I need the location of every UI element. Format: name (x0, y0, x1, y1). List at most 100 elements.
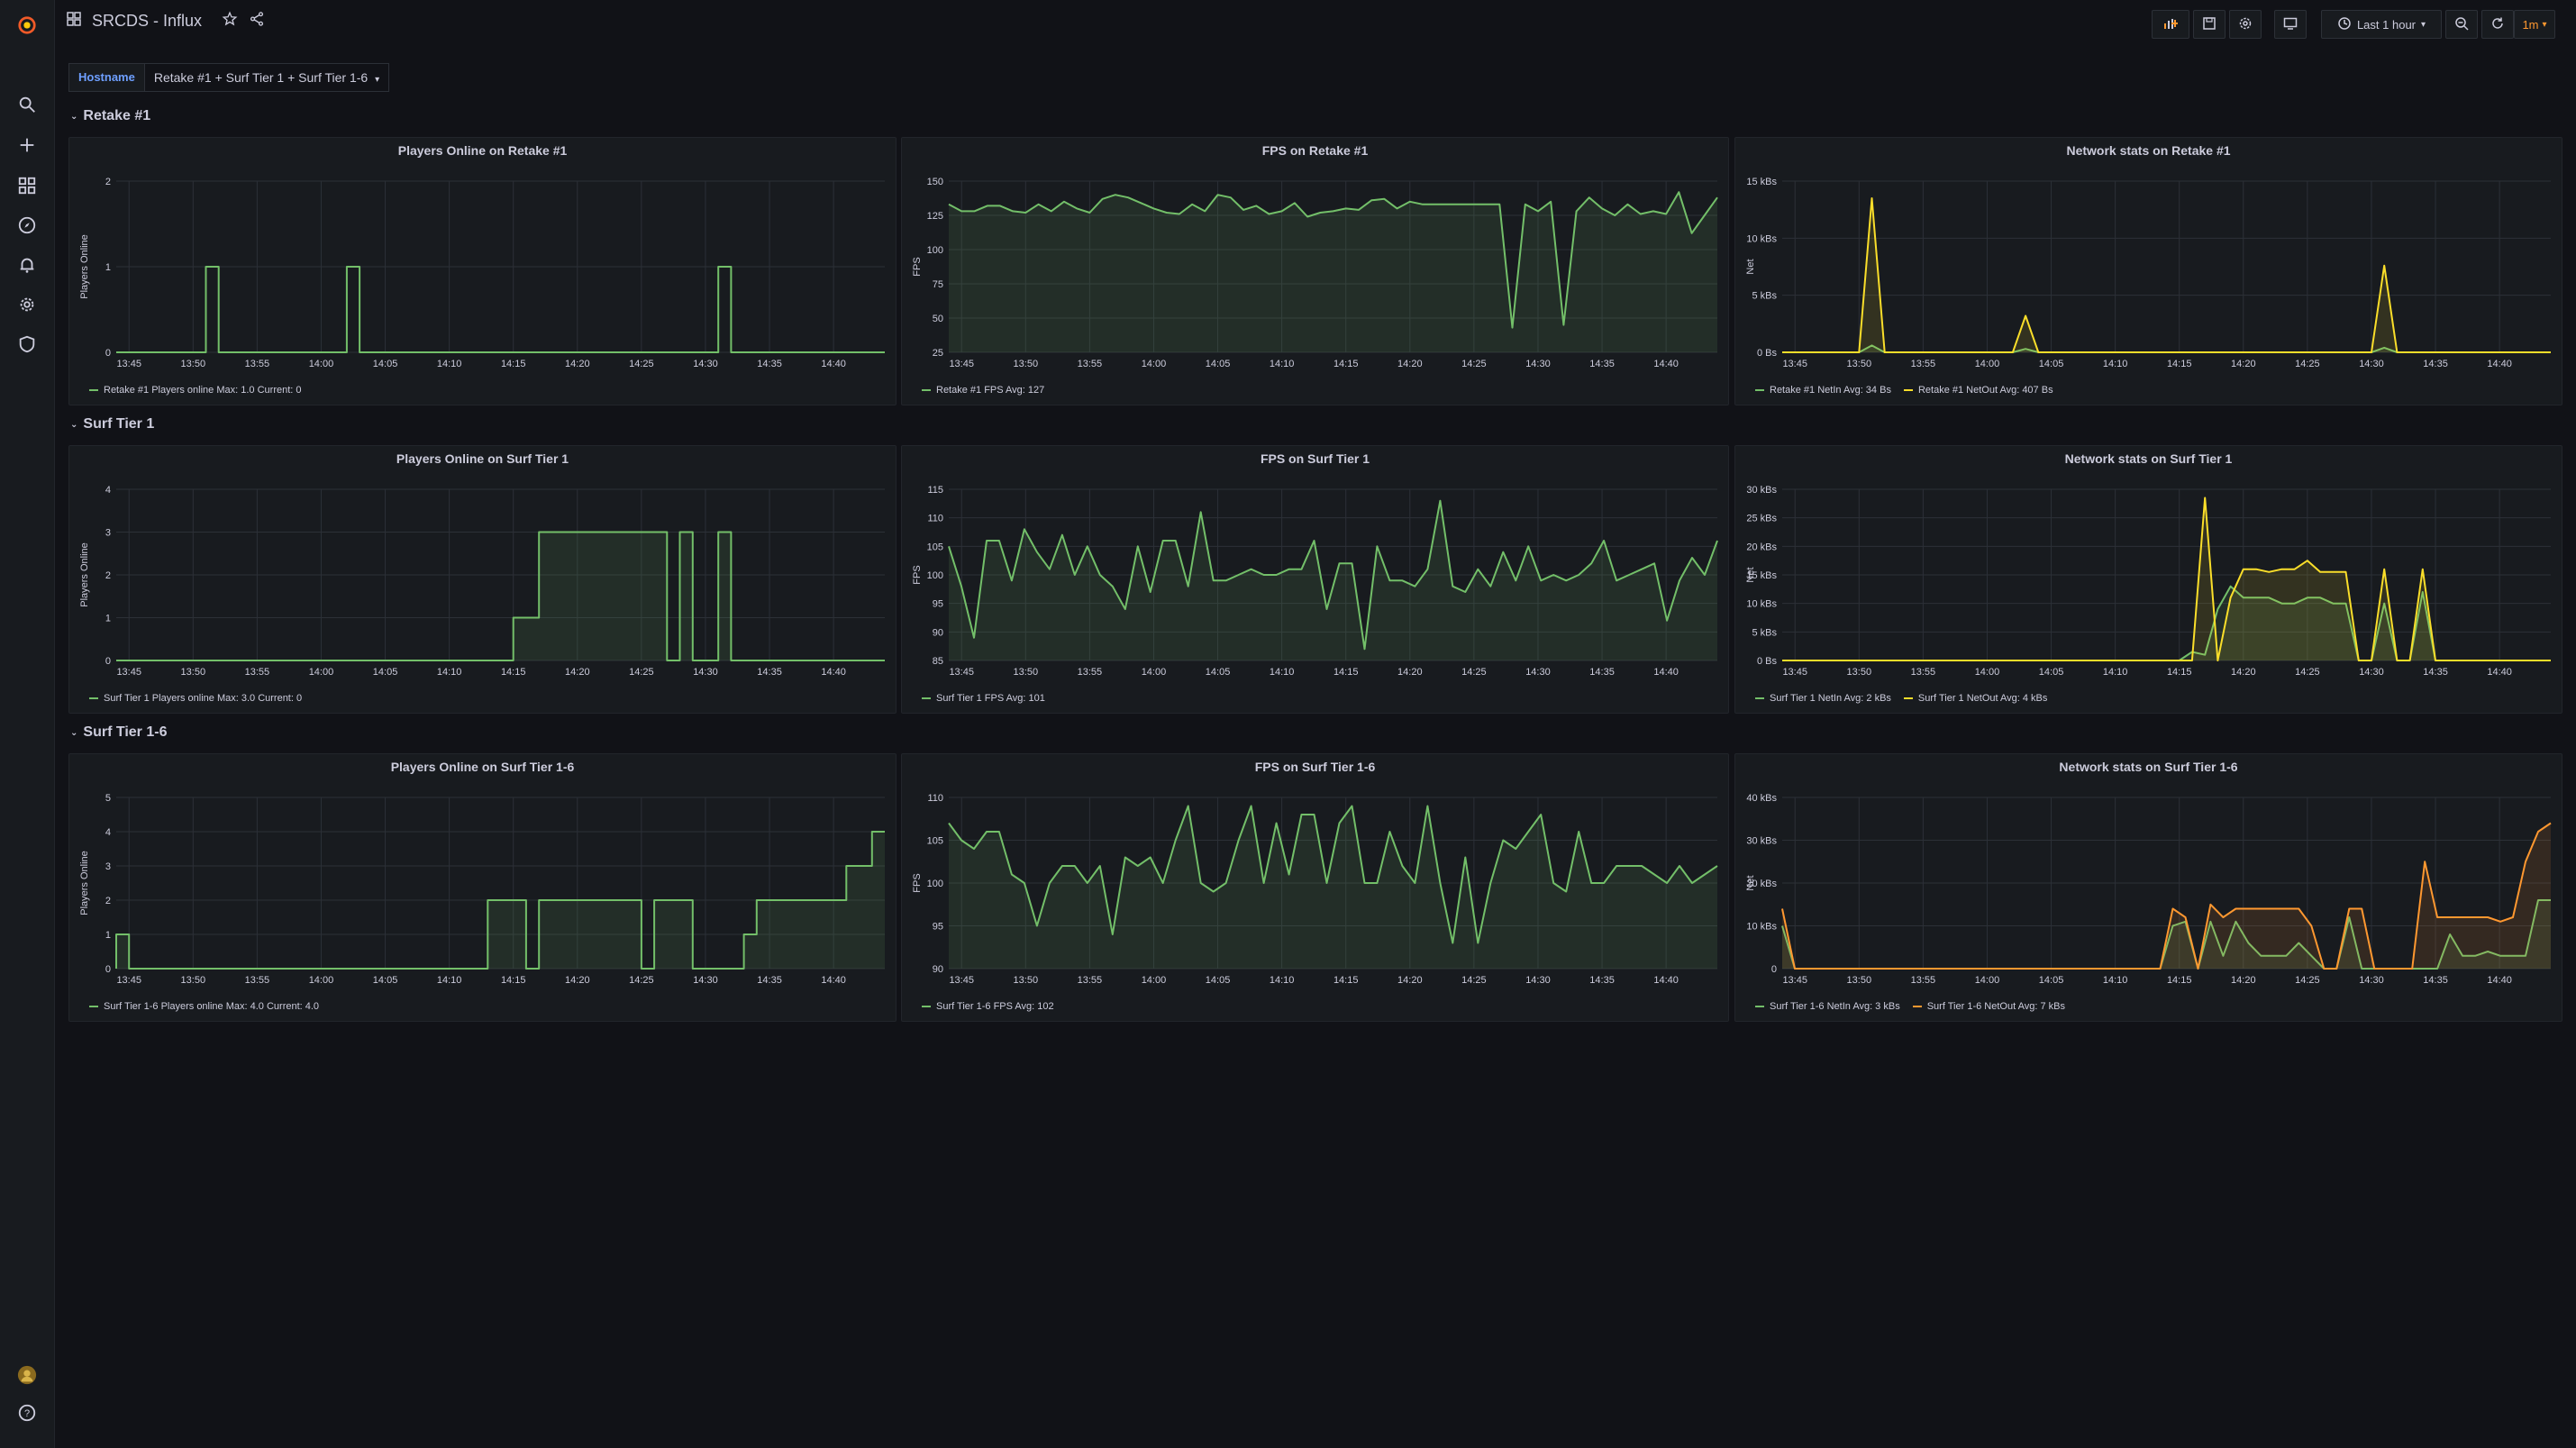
top-navbar: SRCDS - Influx Last 1 hour ▾ 1m ▾ (54, 0, 2576, 49)
panel[interactable]: Network stats on Surf Tier 1 0 Bs 5 kBs 10… (1734, 445, 2562, 714)
add-panel-icon (2163, 16, 2178, 33)
time-picker-button[interactable]: Last 1 hour ▾ (2321, 10, 2442, 39)
y-tick-label: 0 Bs (1757, 348, 1778, 359)
timeseries-chart[interactable]: 0 Bs 5 kBs 10 kBs 15 kBs 13:45 13:50 13:55 14:0… (1735, 163, 2562, 376)
settings-button[interactable] (2229, 10, 2262, 39)
grid-icon (67, 12, 81, 31)
x-tick-label: 13:45 (1782, 667, 1807, 678)
timeseries-chart[interactable]: 25 50 75 100 125 150 13:45 13:50 13:55 14:00 14:05… (902, 163, 1728, 376)
legend-item[interactable]: Retake #1 FPS Avg: 127 (922, 385, 1044, 396)
explore-icon[interactable] (13, 211, 41, 240)
panel-title[interactable]: FPS on Surf Tier 1 (1260, 451, 1370, 466)
row-header-surf-tier-1[interactable]: ⌄ Surf Tier 1 (70, 416, 154, 433)
grafana-logo-icon[interactable] (13, 11, 41, 40)
x-tick-label: 14:30 (2359, 359, 2384, 369)
add-panel-button[interactable] (2152, 10, 2189, 39)
legend-item[interactable]: Retake #1 Players online Max: 1.0 Curren… (89, 385, 302, 396)
panel-title[interactable]: Network stats on Surf Tier 1-6 (2059, 760, 2238, 774)
share-icon[interactable] (249, 11, 265, 32)
dashboard-title[interactable]: SRCDS - Influx (92, 12, 203, 30)
hostname-select[interactable]: Retake #1 + Surf Tier 1 + Surf Tier 1-6 … (144, 63, 390, 92)
panel-title[interactable]: Players Online on Surf Tier 1-6 (390, 760, 575, 774)
y-tick-label: 110 (927, 514, 943, 524)
legend-item[interactable]: Retake #1 NetOut Avg: 407 Bs (1903, 385, 2053, 396)
tv-mode-button[interactable] (2274, 10, 2307, 39)
panel[interactable]: Players Online on Surf Tier 1-6 0 1 2 3 4 5 13… (68, 753, 897, 1022)
search-icon[interactable] (13, 90, 41, 119)
panel[interactable]: Players Online on Surf Tier 1 0 1 2 3 4 13:45… (68, 445, 897, 714)
legend-swatch (922, 1006, 931, 1008)
panel-title[interactable]: Players Online on Surf Tier 1 (396, 451, 569, 466)
panel[interactable]: FPS on Surf Tier 1 85 90 95 100 105 110 115 13:… (901, 445, 1729, 714)
timeseries-chart[interactable]: 85 90 95 100 105 110 115 13:45 13:50 13:55 14:00 14… (902, 471, 1728, 684)
panel-title[interactable]: Network stats on Retake #1 (2066, 143, 2231, 158)
legend-item[interactable]: Surf Tier 1 Players online Max: 3.0 Curr… (89, 693, 302, 704)
y-tick-label: 100 (927, 879, 943, 889)
timeseries-chart[interactable]: 0 1 2 3 4 5 13:45 13:50 13:55 14:00 14:05 14:10 14:1… (69, 779, 896, 992)
refresh-interval-picker[interactable]: 1m ▾ (2514, 10, 2555, 39)
legend-item[interactable]: Surf Tier 1-6 NetIn Avg: 3 kBs (1755, 1001, 1900, 1012)
x-tick-label: 14:10 (437, 667, 462, 678)
y-tick-label: 0 (105, 656, 111, 667)
settings-icon[interactable] (13, 290, 41, 319)
x-tick-label: 14:40 (821, 975, 846, 986)
legend-item[interactable]: Surf Tier 1 NetIn Avg: 2 kBs (1755, 693, 1891, 704)
legend-item[interactable]: Surf Tier 1 FPS Avg: 101 (922, 693, 1045, 704)
legend-swatch (89, 1006, 98, 1008)
legend: Retake #1 FPS Avg: 127 (922, 385, 1044, 396)
timeseries-chart[interactable]: 90 95 100 105 110 13:45 13:50 13:55 14:00 14:05 14… (902, 779, 1728, 992)
timeseries-chart[interactable]: 0 1 2 13:45 13:50 13:55 14:00 14:05 14:10 14:15 14… (69, 163, 896, 376)
shield-icon[interactable] (13, 330, 41, 359)
panel[interactable]: Network stats on Retake #1 0 Bs 5 kBs 10 k… (1734, 137, 2562, 405)
x-tick-label: 14:30 (1525, 667, 1551, 678)
chevron-down-icon: ▾ (375, 75, 380, 85)
panel-title[interactable]: Players Online on Retake #1 (397, 143, 568, 158)
refresh-button[interactable] (2481, 10, 2514, 39)
legend-item[interactable]: Retake #1 NetIn Avg: 34 Bs (1755, 385, 1891, 396)
x-tick-label: 14:40 (821, 359, 846, 369)
y-tick-label: 10 kBs (1746, 599, 1777, 610)
help-icon[interactable]: ? (13, 1398, 41, 1427)
x-tick-label: 14:25 (2295, 359, 2320, 369)
chevron-down-icon: ⌄ (70, 419, 78, 430)
dashboards-icon[interactable] (13, 171, 41, 200)
star-icon[interactable] (222, 11, 238, 32)
x-tick-label: 14:15 (501, 667, 526, 678)
y-tick-label: 3 (105, 861, 111, 872)
panel-title[interactable]: FPS on Surf Tier 1-6 (1254, 760, 1376, 774)
x-tick-label: 14:10 (437, 359, 462, 369)
x-tick-label: 14:35 (757, 975, 782, 986)
x-tick-label: 14:15 (1334, 667, 1359, 678)
save-button[interactable] (2193, 10, 2226, 39)
legend-label: Surf Tier 1 Players online Max: 3.0 Curr… (104, 693, 303, 704)
series-line (948, 499, 1718, 651)
timeseries-chart[interactable]: 0 1 2 3 4 13:45 13:50 13:55 14:00 14:05 14:10 14:15… (69, 471, 896, 684)
x-tick-label: 14:05 (1206, 975, 1231, 986)
panel-title[interactable]: FPS on Retake #1 (1261, 143, 1369, 158)
legend-item[interactable]: Surf Tier 1 NetOut Avg: 4 kBs (1903, 693, 2047, 704)
panel[interactable]: Network stats on Surf Tier 1-6 0 10 kBs 20… (1734, 753, 2562, 1022)
x-tick-label: 14:30 (2359, 667, 2384, 678)
row-header-surf-tier-1-6[interactable]: ⌄ Surf Tier 1-6 (70, 724, 167, 741)
timeseries-chart[interactable]: 0 Bs 5 kBs 10 kBs 15 kBs 20 kBs 25 kBs 30 kBs 1… (1735, 471, 2562, 684)
y-axis-label: Players Online (79, 851, 90, 915)
legend-item[interactable]: Surf Tier 1-6 FPS Avg: 102 (922, 1001, 1054, 1012)
x-tick-label: 14:25 (2295, 667, 2320, 678)
panel[interactable]: Players Online on Retake #1 0 1 2 13:45 13:5… (68, 137, 897, 405)
timeseries-chart[interactable]: 0 10 kBs 20 kBs 30 kBs 40 kBs 13:45 13:50 13:55… (1735, 779, 2562, 992)
y-tick-label: 1 (105, 614, 111, 624)
x-tick-label: 14:10 (2103, 359, 2128, 369)
panel[interactable]: FPS on Retake #1 25 50 75 100 125 150 13:45 13:… (901, 137, 1729, 405)
x-tick-label: 14:35 (757, 667, 782, 678)
x-tick-label: 13:55 (1911, 975, 1936, 986)
avatar[interactable] (13, 1361, 41, 1389)
panel-title[interactable]: Network stats on Surf Tier 1 (2064, 451, 2233, 466)
x-tick-label: 14:20 (1397, 975, 1423, 986)
legend-item[interactable]: Surf Tier 1-6 Players online Max: 4.0 Cu… (89, 1001, 319, 1012)
plus-icon[interactable] (13, 131, 41, 159)
zoom-out-button[interactable] (2445, 10, 2478, 39)
legend-item[interactable]: Surf Tier 1-6 NetOut Avg: 7 kBs (1912, 1001, 2065, 1012)
row-header-retake[interactable]: ⌄ Retake #1 (70, 108, 150, 124)
panel[interactable]: FPS on Surf Tier 1-6 90 95 100 105 110 13:45 1… (901, 753, 1729, 1022)
alerting-icon[interactable] (13, 250, 41, 279)
